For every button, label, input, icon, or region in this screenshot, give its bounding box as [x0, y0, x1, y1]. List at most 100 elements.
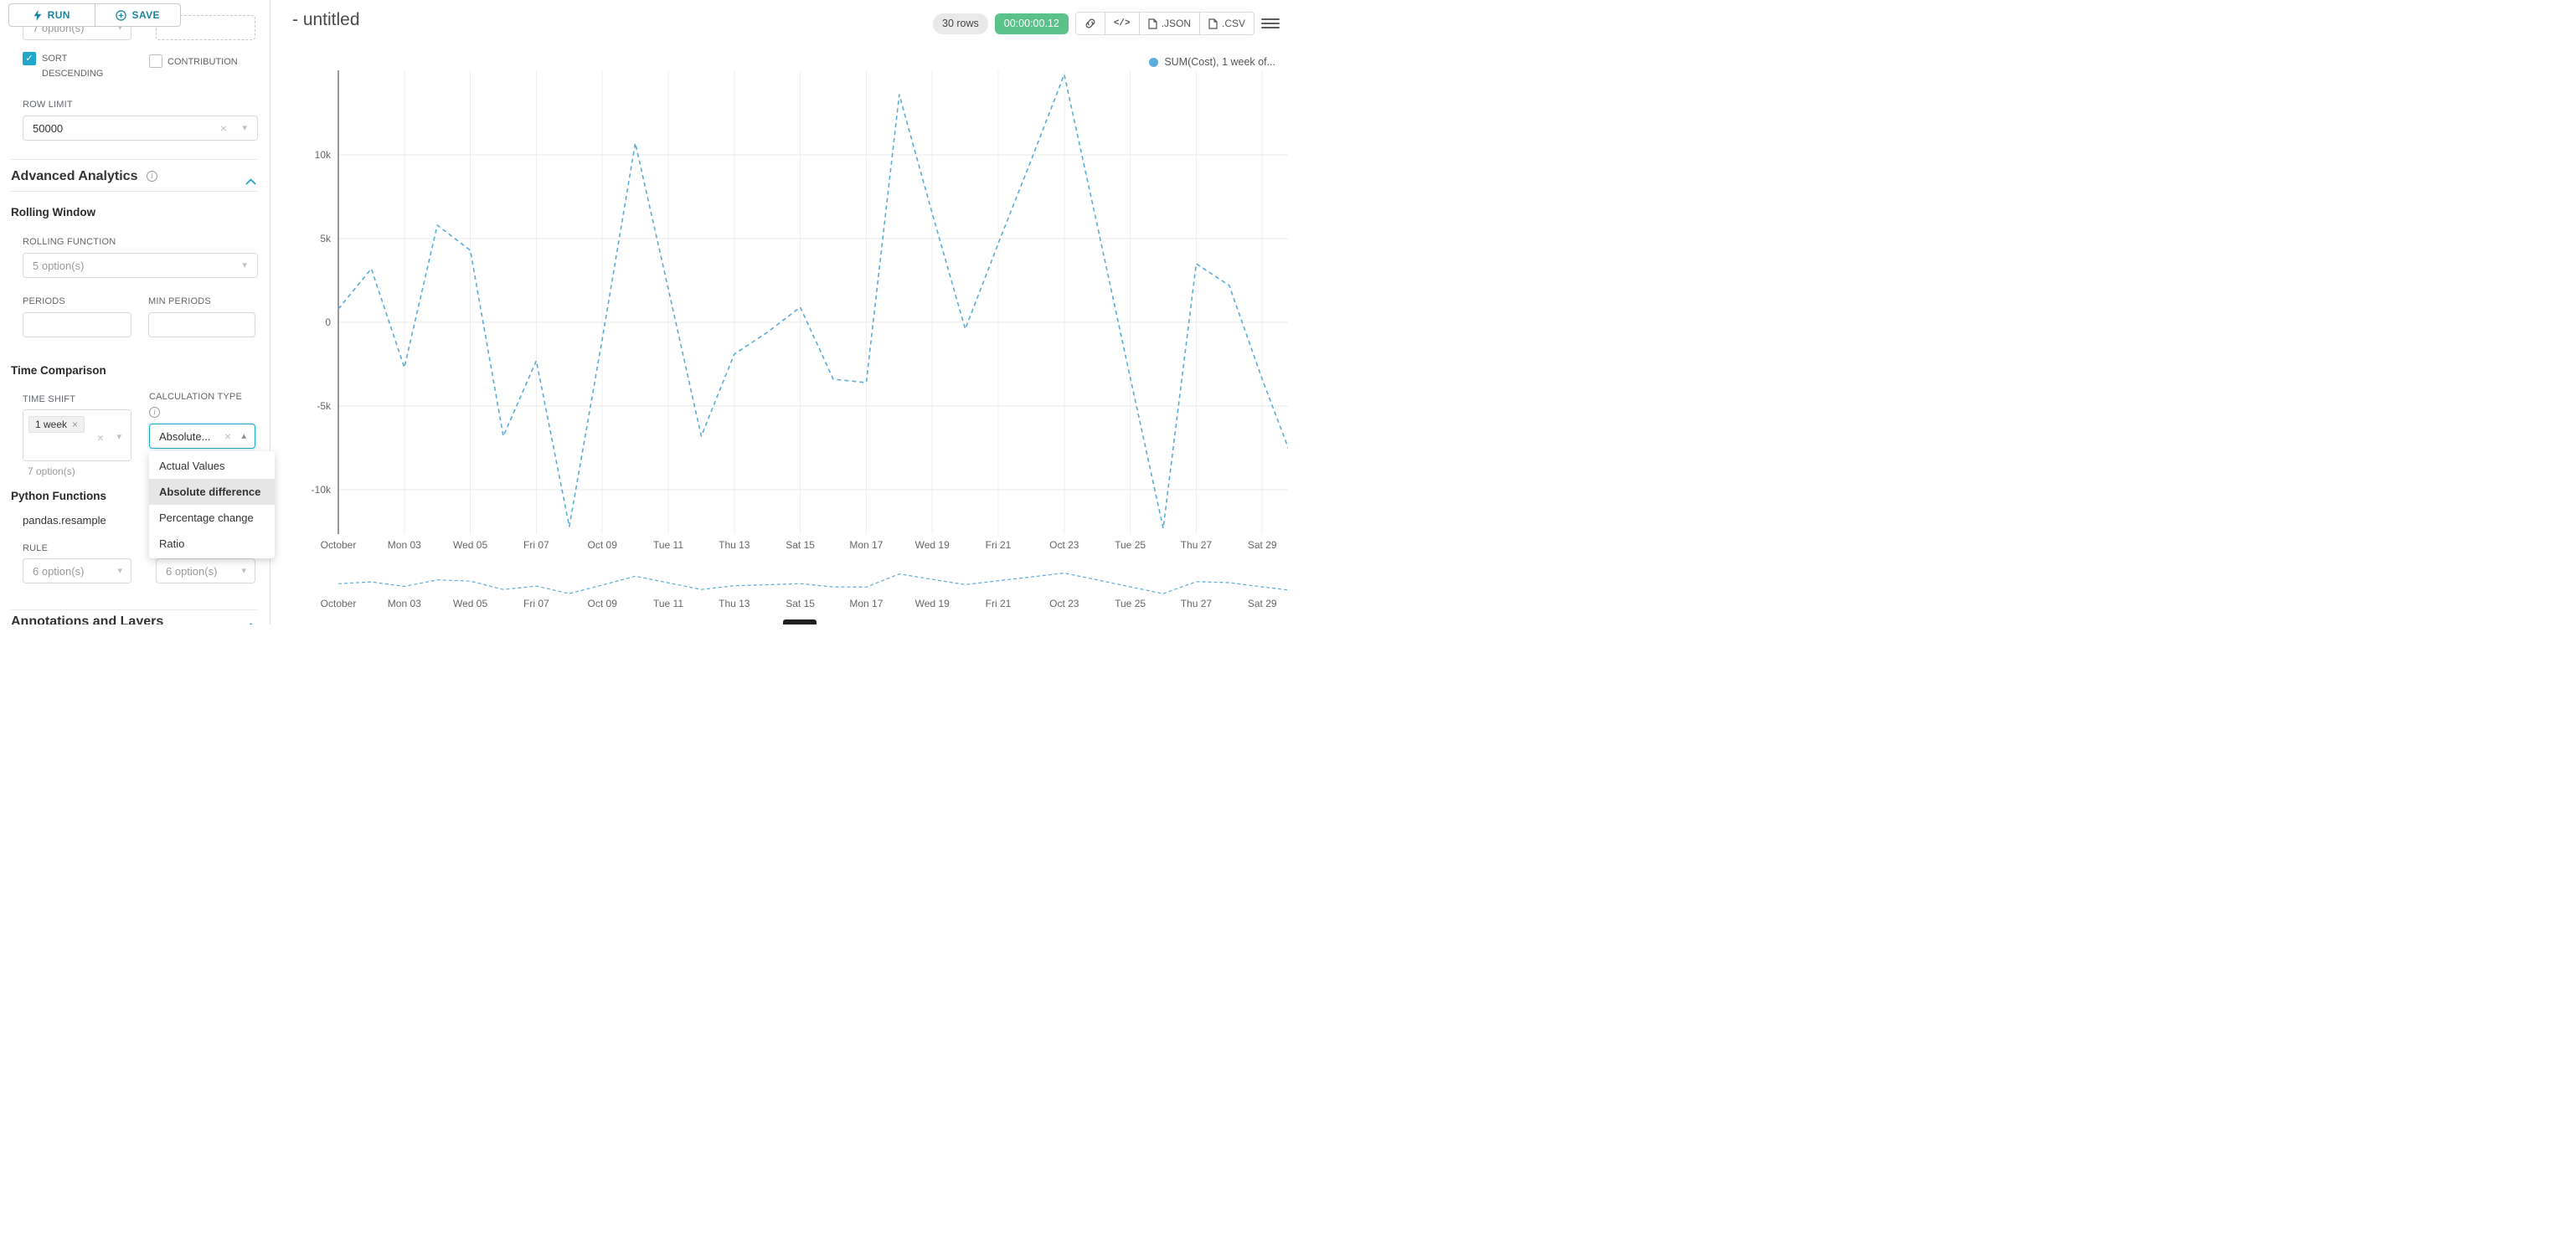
advanced-analytics-title: Advanced Analytics	[11, 169, 138, 183]
dropdown-option-absolute-difference[interactable]: Absolute difference	[149, 479, 275, 505]
rolling-window-title: Rolling Window	[11, 206, 96, 218]
contribution-label: CONTRIBUTION	[167, 57, 238, 67]
export-csv-button[interactable]: .CSV	[1198, 13, 1254, 34]
query-timer-badge: 00:00:00.12	[994, 13, 1069, 34]
preview-series-line	[337, 572, 1288, 594]
run-button-label: RUN	[47, 9, 70, 21]
row-limit-select[interactable]: 50000 × ▾	[23, 116, 258, 141]
export-json-button[interactable]: .JSON	[1138, 13, 1199, 34]
save-button-label: SAVE	[131, 9, 160, 21]
clear-icon[interactable]: ×	[219, 121, 227, 135]
more-options-button[interactable]	[1261, 12, 1280, 35]
x-axis-label: Tue 25	[1115, 539, 1146, 551]
dropdown-option-percentage-change[interactable]: Percentage change	[159, 511, 254, 524]
chart-panel: - untitled 30 rows 00:00:00.12 </> .JSON…	[271, 0, 1288, 624]
row-limit-label: ROW LIMIT	[23, 100, 73, 110]
x-axis-label: Oct 09	[588, 598, 618, 609]
x-axis-label: Fri 21	[986, 598, 1012, 609]
x-axis-label: Wed 19	[915, 539, 950, 551]
row-limit-value: 50000	[33, 121, 64, 135]
x-axis-label: Oct 23	[1049, 598, 1079, 609]
x-axis-label: Sat 15	[786, 539, 815, 551]
code-icon: </>	[1113, 18, 1131, 28]
lightning-icon	[33, 9, 42, 21]
x-axis-label: Tue 11	[653, 539, 683, 551]
method-value: 6 option(s)	[166, 564, 218, 578]
legend-item[interactable]: SUM(Cost), 1 week of...	[1149, 56, 1275, 68]
time-shift-helper-text: 7 option(s)	[28, 465, 75, 477]
chevron-down-icon: ▾	[117, 565, 122, 576]
copy-link-button[interactable]	[1075, 13, 1105, 34]
x-axis-label: Wed 19	[915, 598, 950, 609]
dropdown-option-ratio[interactable]: Ratio	[159, 537, 185, 550]
chevron-up-icon	[249, 623, 253, 624]
time-shift-label: TIME SHIFT	[23, 394, 76, 404]
export-json-label: .JSON	[1161, 18, 1191, 29]
collapse-chevron[interactable]	[245, 619, 256, 624]
save-button[interactable]: SAVE	[94, 4, 181, 26]
time-shift-tag[interactable]: 1 week ×	[28, 416, 85, 433]
clear-icon[interactable]: ×	[96, 431, 104, 445]
python-functions-title: Python Functions	[11, 490, 106, 502]
explore-page: 7 option(s) ▾ RUN SAVE ✓ SORT DESCENDING…	[0, 0, 1288, 624]
calculation-type-dropdown: Actual Values Absolute difference Percen…	[149, 451, 275, 558]
divider	[11, 191, 257, 192]
plus-circle-icon	[115, 9, 126, 21]
chart-title: - untitled	[292, 10, 360, 29]
rule-select[interactable]: 6 option(s) ▾	[23, 558, 131, 583]
chevron-down-icon: ▾	[117, 22, 122, 33]
tag-close-icon[interactable]: ×	[72, 419, 79, 430]
clear-icon[interactable]: ×	[224, 429, 231, 443]
y-axis-label: 0	[325, 316, 331, 328]
method-select[interactable]: 6 option(s) ▾	[156, 558, 255, 583]
link-icon	[1085, 18, 1095, 28]
x-axis-label: Fri 21	[986, 539, 1012, 551]
sort-descending-checkbox[interactable]: ✓	[23, 52, 36, 65]
calculation-type-select[interactable]: Absolute... × ▴	[149, 424, 255, 449]
rolling-function-select[interactable]: 5 option(s) ▾	[23, 253, 258, 278]
x-axis-label: Thu 27	[1181, 598, 1213, 609]
collapse-chevron[interactable]	[245, 174, 256, 189]
contribution-checkbox[interactable]	[149, 54, 162, 68]
x-axis-label: Wed 05	[453, 539, 487, 551]
sort-descending-label: SORT DESCENDING	[42, 54, 104, 79]
y-axis-label: 10k	[315, 149, 332, 161]
min-periods-label: MIN PERIODS	[148, 296, 211, 306]
y-axis-label: -5k	[317, 400, 332, 412]
dropdown-option-actual-values[interactable]: Actual Values	[159, 460, 225, 472]
main-chart-svg: 10k 5k 0 -5k -10k October Mon 03 Wed 05 Fri 07 Oc…	[312, 70, 1288, 551]
info-icon: i	[146, 171, 157, 182]
time-shift-tag-label: 1 week	[35, 419, 68, 430]
x-axis-label: Tue 25	[1115, 598, 1146, 609]
x-axis-label: Mon 03	[388, 539, 421, 551]
periods-label: PERIODS	[23, 296, 65, 306]
python-function-name: pandas.resample	[23, 514, 106, 527]
periods-input[interactable]	[23, 312, 131, 337]
file-icon	[1208, 18, 1218, 29]
chevron-up-icon	[245, 178, 256, 185]
run-button[interactable]: RUN	[9, 4, 95, 26]
chevron-down-icon: ▾	[241, 565, 246, 576]
rule-value: 6 option(s)	[33, 564, 85, 578]
embed-code-button[interactable]: </>	[1104, 13, 1139, 34]
data-zoom-preview[interactable]: October Mon 03 Wed 05 Fri 07 Oct 09 Tue 11 Thu…	[291, 559, 1288, 613]
run-save-group: RUN SAVE	[8, 3, 181, 27]
min-periods-input[interactable]	[148, 312, 255, 337]
x-axis-label: October	[321, 539, 357, 551]
info-icon: i	[149, 407, 160, 418]
x-axis-label: Mon 17	[849, 598, 883, 609]
x-axis-label: Tue 11	[653, 598, 683, 609]
calculation-type-value: Absolute...	[159, 429, 211, 443]
rolling-function-value: 5 option(s)	[33, 259, 85, 272]
scrollbar-handle[interactable]	[783, 619, 817, 624]
time-shift-select[interactable]: 1 week × × ▾	[23, 409, 131, 461]
x-axis-label: Thu 13	[719, 539, 750, 551]
x-axis-label: Fri 07	[523, 598, 549, 609]
export-csv-label: .CSV	[1221, 18, 1245, 29]
chevron-down-icon: ▾	[116, 432, 121, 442]
file-icon	[1148, 18, 1157, 29]
x-axis-label: Mon 03	[388, 598, 421, 609]
chart-controls-panel: 7 option(s) ▾ RUN SAVE ✓ SORT DESCENDING…	[0, 0, 275, 624]
legend-dot-icon	[1149, 57, 1159, 67]
x-axis-label: Sat 29	[1248, 539, 1277, 551]
